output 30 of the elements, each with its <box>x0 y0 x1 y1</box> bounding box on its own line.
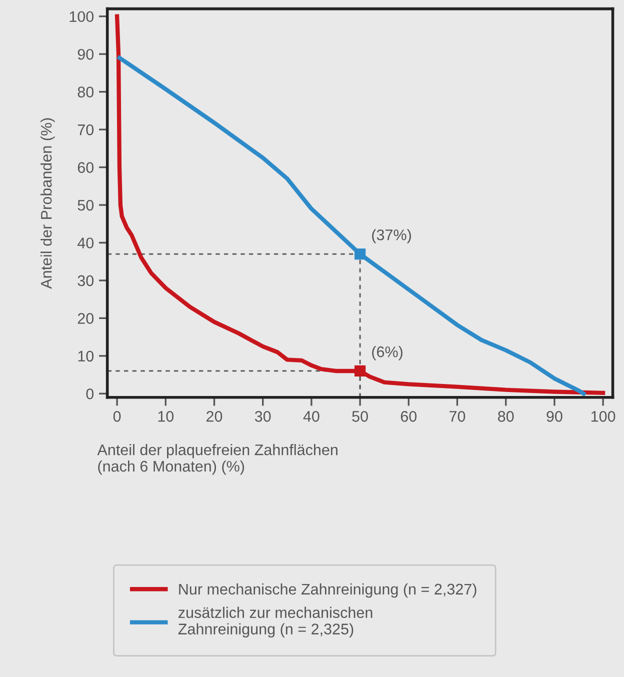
y-tick-label: 40 <box>77 238 94 248</box>
x-tick-label: 80 <box>498 410 514 422</box>
y-tick-label: 90 <box>78 48 94 60</box>
y-tick-label: 60 <box>78 162 94 173</box>
x-tick-label: 70 <box>450 410 466 422</box>
x-tick-label: 90 <box>546 410 562 422</box>
y-tick-label: 0 <box>86 388 94 400</box>
y-axis-title: Anteil der Probanden (%) <box>40 118 55 289</box>
y-tick-label: 20 <box>78 313 94 324</box>
x-tick-label: 50 <box>352 410 368 422</box>
x-tick-label: 100 <box>591 410 616 422</box>
y-tick-label: 30 <box>78 275 94 286</box>
x-tick-label: 0 <box>113 410 121 422</box>
x-tick-label: 30 <box>254 410 271 422</box>
x-tick-label: 10 <box>158 410 174 422</box>
x-tick-label: 40 <box>303 410 320 422</box>
y-tick-label: 10 <box>78 350 94 362</box>
line-series <box>114 14 606 395</box>
x-axis-title: Anteil der plaquefreien Zahnflächen (nach 6 Monaten) (%) <box>97 444 338 475</box>
y-tick-label: 100 <box>70 11 94 22</box>
x-tick-label: 60 <box>400 410 417 422</box>
y-tick-label: 50 <box>78 200 94 211</box>
annotation: (37%) <box>372 229 411 244</box>
line-series <box>117 56 586 396</box>
annotation: (6%) <box>372 346 402 360</box>
x-tick-label: 20 <box>206 410 222 422</box>
legend-label: zusätzlich zur mechanischen Zahnreinigung (n = 2,325) <box>178 606 372 638</box>
y-tick-label: 80 <box>78 86 94 98</box>
legend-label: Nur mechanische Zahnreinigung (n = 2,327) <box>179 583 476 598</box>
y-tick-label: 70 <box>78 124 94 136</box>
